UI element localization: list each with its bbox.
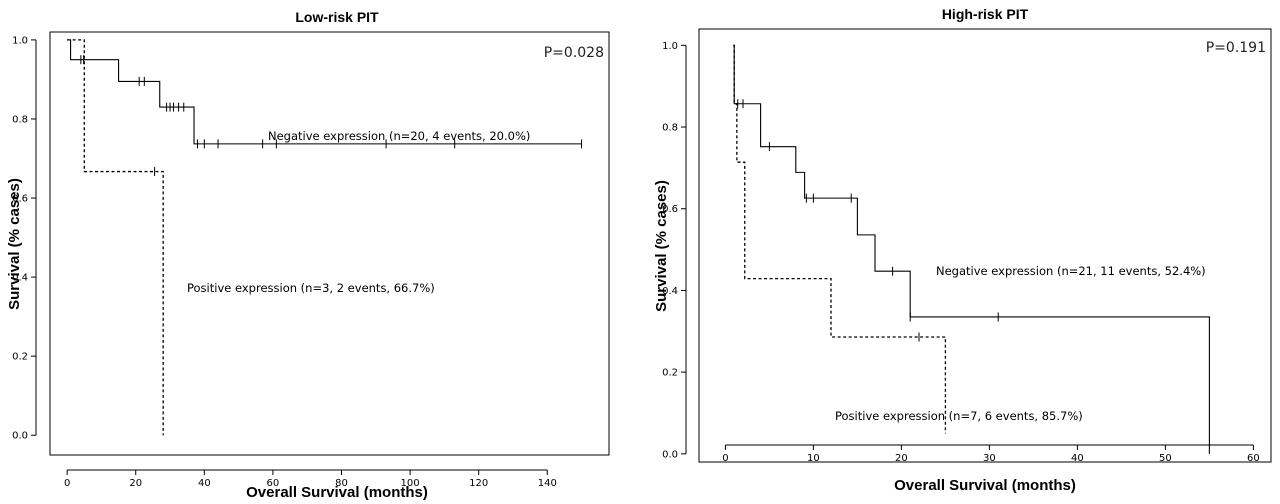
panel2-title: High-risk PIT xyxy=(942,6,1029,22)
p2-y-tick-label: 1.0 xyxy=(662,41,678,52)
panel1-negative-label: Negative expression (n=20, 4 events, 20.… xyxy=(268,129,530,143)
p2-x-tick-label: 20 xyxy=(895,453,908,464)
p2-y-tick-label: 0.0 xyxy=(662,449,678,460)
panel2-positive-label: Positive expression (n=7, 6 events, 85.7… xyxy=(835,409,1083,423)
p1-x-tick-label: 140 xyxy=(538,478,557,489)
p1-y-tick-label: 1.0 xyxy=(12,35,28,46)
panel1-title: Low-risk PIT xyxy=(295,9,379,25)
p1-x-tick-label: 60 xyxy=(267,478,280,489)
p2-y-tick-label: 0.8 xyxy=(662,123,678,134)
panel2-p-value: P=0.191 xyxy=(1206,40,1266,56)
panel2-y-label: Survival (% cases) xyxy=(653,180,670,312)
p1-y-tick-label: 0.2 xyxy=(12,352,28,363)
panel1-y-label: Survival (% cases) xyxy=(6,178,23,310)
p2-y-tick-label: 0.2 xyxy=(662,368,678,379)
p1-x-tick-label: 100 xyxy=(401,478,420,489)
panel2-negative-label: Negative expression (n=21, 11 events, 52… xyxy=(936,264,1206,278)
p2-x-tick-label: 30 xyxy=(983,453,996,464)
p1-x-tick-label: 20 xyxy=(129,478,142,489)
p2-x-tick-label: 60 xyxy=(1247,453,1260,464)
p1-y-tick-label: 0.6 xyxy=(12,194,28,205)
p2-x-tick-label: 40 xyxy=(1071,453,1084,464)
p2-x-tick-label: 0 xyxy=(722,453,728,464)
p1-x-tick-label: 40 xyxy=(198,478,211,489)
panel1-axes: 0 20 40 60 80 100 120 140 0.0 0.2 0.4 0.6 0.8 1.0 xyxy=(12,35,557,489)
p2-y-tick-label: 0.6 xyxy=(662,204,678,215)
panel2-axes: 0 10 20 30 40 50 60 0.0 0.2 0.4 0.6 0.8 1.0 xyxy=(662,41,1260,464)
p1-x-tick-label: 0 xyxy=(64,478,70,489)
panel1-curves xyxy=(67,39,583,436)
panel2-x-label: Overall Survival (months) xyxy=(894,477,1076,494)
p1-y-tick-label: 0.0 xyxy=(12,431,28,442)
p2-x-tick-label: 50 xyxy=(1159,453,1172,464)
p2-positive-curve xyxy=(733,44,947,434)
panel2-curves xyxy=(733,44,1210,454)
panel1-plot-frame xyxy=(49,31,610,456)
p1-x-tick-label: 120 xyxy=(469,478,488,489)
panel1-x-label: Overall Survival (months) xyxy=(246,484,428,501)
p1-y-tick-label: 0.4 xyxy=(12,273,28,284)
panel2-plot-frame xyxy=(698,28,1272,463)
p1-x-tick-label: 80 xyxy=(335,478,348,489)
p2-x-tick-label: 10 xyxy=(807,453,820,464)
p1-y-tick-label: 0.8 xyxy=(12,114,28,125)
panel-low-risk: Low-risk PIT P=0.028 Survival (% cases) … xyxy=(6,9,610,501)
p2-y-tick-label: 0.4 xyxy=(662,286,678,297)
panel1-p-value: P=0.028 xyxy=(544,45,604,61)
p1-positive-curve xyxy=(67,39,164,436)
p2-negative-curve xyxy=(733,44,1210,454)
panel1-positive-label: Positive expression (n=3, 2 events, 66.7… xyxy=(187,281,435,295)
panel-high-risk: High-risk PIT P=0.191 Survival (% cases)… xyxy=(653,6,1272,494)
